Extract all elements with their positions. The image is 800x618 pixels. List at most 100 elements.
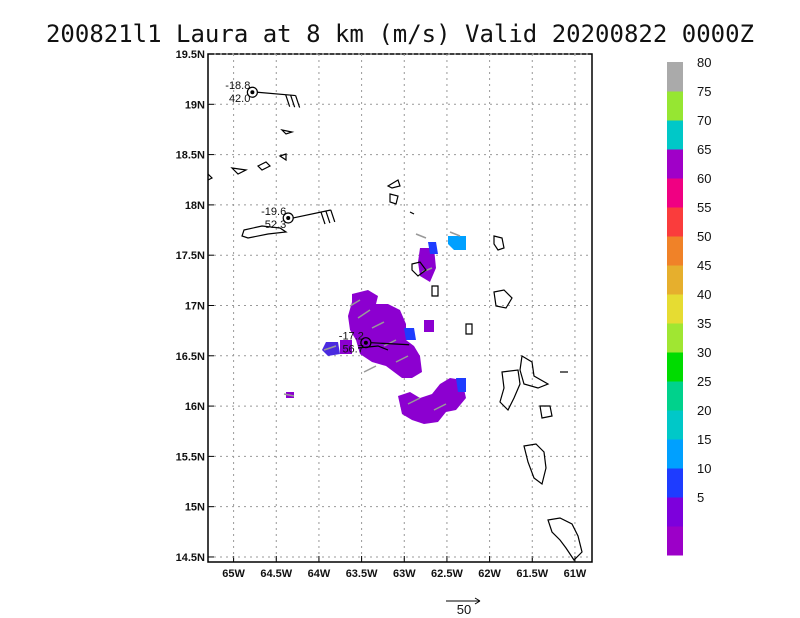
wind-vector — [349, 299, 361, 307]
lon-tick-label: 62.5W — [431, 568, 463, 580]
lat-tick-label: 15N — [185, 502, 205, 514]
colorbar-swatch — [667, 439, 683, 469]
barb-flag — [285, 94, 291, 107]
wind-vector — [283, 393, 295, 397]
island-martinique — [547, 517, 583, 561]
axis-tick-labels: 65W 64.5W 64W 63.5W 63W 62.5W 62W 61.5W 61W 14.5N… — [176, 49, 587, 580]
island-st-martin — [389, 193, 399, 205]
wind-vector — [357, 309, 371, 319]
island-virgin — [256, 161, 272, 171]
coast-west — [207, 173, 214, 181]
lon-tick-label: 65W — [222, 568, 245, 580]
colorbar-swatch — [667, 526, 683, 556]
barb-flag — [330, 209, 336, 223]
wind-vector — [363, 365, 377, 373]
marker-1-top-label: -18.8 — [225, 80, 250, 92]
storm-symbol-inner — [363, 340, 368, 345]
south-patch — [398, 378, 466, 424]
marker-2-bottom-label: 52.3 — [265, 219, 286, 231]
colorbar-swatch — [667, 352, 683, 382]
wind-vector — [323, 345, 337, 351]
colorbar-swatch — [667, 178, 683, 208]
colorbar-swatch — [667, 323, 683, 353]
marker-3-top-label: -17.2 — [339, 331, 364, 343]
colorbar-swatch — [667, 410, 683, 440]
north-east-patch — [448, 236, 466, 250]
island-st-kitts — [411, 261, 427, 277]
south-patch-blue — [456, 378, 466, 392]
colorbar-label: 55 — [697, 200, 711, 215]
colorbar: 5 10 15 20 25 30 35 40 45 50 55 60 65 70 75 80 — [667, 55, 711, 556]
arrowhead-icon — [474, 597, 481, 605]
lon-tick-label: 62W — [478, 568, 501, 580]
patch-blue-1 — [404, 328, 416, 340]
island-antigua — [493, 289, 513, 309]
lon-tick-label: 63W — [393, 568, 416, 580]
colorbar-label: 20 — [697, 403, 711, 418]
marker-2-top-label: -19.6 — [261, 206, 286, 218]
reference-vector-label: 50 — [457, 602, 471, 617]
colorbar-swatch — [667, 468, 683, 498]
colorbar-swatch — [667, 236, 683, 266]
wind-vector — [383, 339, 397, 347]
colorbar-swatch — [667, 381, 683, 411]
patch-east — [424, 320, 434, 332]
lon-tick-label: 64W — [308, 568, 331, 580]
island-dominica — [523, 443, 547, 486]
lat-tick-label: 15.5N — [176, 451, 205, 463]
west-patch — [340, 340, 352, 354]
lon-tick-label: 64.5W — [260, 568, 292, 580]
colorbar-label: 5 — [697, 490, 704, 505]
island-tiny — [409, 211, 415, 215]
storm-marker-3: -17.2 56.7 — [339, 331, 410, 356]
storm-symbol-inner — [286, 215, 291, 220]
colorbar-label: 40 — [697, 287, 711, 302]
colorbar-label: 65 — [697, 142, 711, 157]
barb-shaft — [257, 91, 296, 97]
wind-vectors — [283, 231, 461, 411]
north-patch-blue — [428, 242, 438, 254]
marker-1-bottom-label: 42.0 — [229, 93, 250, 105]
barb-flag — [325, 210, 331, 224]
colorbar-label: 30 — [697, 345, 711, 360]
colorbar-swatch — [667, 207, 683, 237]
colorbar-label: 60 — [697, 171, 711, 186]
colorbar-swatch — [667, 62, 683, 92]
colorbar-label: 10 — [697, 461, 711, 476]
island-marie-galante — [539, 405, 553, 419]
barb-shaft — [370, 342, 410, 346]
colorbar-label: 50 — [697, 229, 711, 244]
storm-marker-2: -19.6 52.3 — [261, 206, 336, 231]
wind-barb — [257, 91, 301, 108]
colorbar-swatch — [667, 149, 683, 179]
colorbar-label: 15 — [697, 432, 711, 447]
storm-symbol-inner — [250, 90, 255, 95]
storm-marker-1: -18.8 42.0 — [225, 80, 301, 108]
wind-barb — [370, 342, 410, 346]
storm-markers: -18.8 42.0 -19.6 52.3 -17.2 56.7 — [225, 80, 410, 356]
colorbar-swatch — [667, 294, 683, 324]
island-small — [278, 153, 287, 162]
wind-vector — [407, 397, 421, 405]
north-patch — [418, 248, 436, 282]
lon-tick-label: 63.5W — [346, 568, 378, 580]
colorbar-swatch — [667, 120, 683, 150]
lat-tick-label: 14.5N — [176, 552, 205, 564]
colorbar-label: 75 — [697, 84, 711, 99]
lat-tick-label: 19.5N — [176, 49, 205, 61]
coastlines — [207, 129, 583, 561]
barb-shaft — [293, 209, 331, 219]
colorbar-label: 45 — [697, 258, 711, 273]
lat-tick-label: 17.5N — [176, 250, 205, 262]
island-guadeloupe-east — [519, 355, 550, 389]
barb-flag — [290, 94, 296, 108]
reference-vector: 50 — [446, 597, 481, 617]
lon-tick-label: 61.5W — [516, 568, 548, 580]
colorbar-swatch — [667, 497, 683, 527]
marker-3-bottom-label: 56.7 — [342, 344, 363, 356]
map-title: 200821l1 Laura at 8 km (m/s) Valid 20200… — [46, 20, 754, 48]
lat-tick-label: 18N — [185, 200, 205, 212]
lat-tick-label: 17N — [185, 300, 205, 312]
